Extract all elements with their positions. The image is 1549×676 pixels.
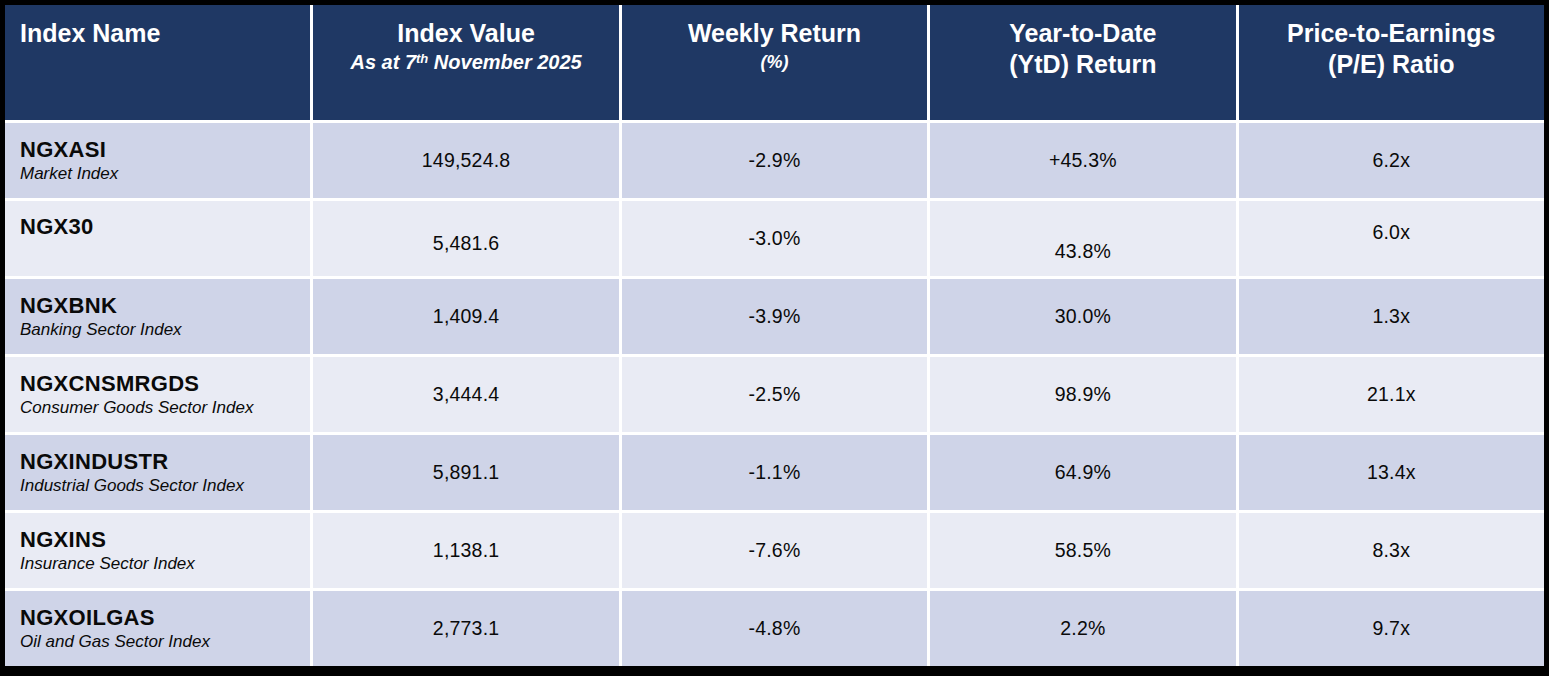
header-index-value-subtitle: As at 7th November 2025 [350, 49, 581, 75]
pe-ratio-cell: 13.4x [1239, 435, 1544, 510]
index-name-cell: NGXBNK Banking Sector Index [5, 279, 310, 354]
header-weekly-return-unit: (%) [760, 49, 788, 75]
header-index-value: Index Value As at 7th November 2025 [313, 5, 618, 120]
ytd-return-cell: 64.9% [930, 435, 1235, 510]
index-value-cell: 149,524.8 [313, 123, 618, 198]
weekly-return-cell: -7.6% [622, 513, 927, 588]
table-grid: Index Name Index Value As at 7th Novembe… [5, 5, 1544, 666]
index-value-cell: 2,773.1 [313, 591, 618, 666]
index-value-cell: 5,481.6 [313, 201, 618, 276]
index-ticker: NGXINDUSTR [20, 448, 168, 475]
index-description: Insurance Sector Index [20, 553, 195, 575]
header-ytd-return-line1: Year-to-Date [1009, 18, 1156, 49]
ytd-return-cell: 30.0% [930, 279, 1235, 354]
index-description: Oil and Gas Sector Index [20, 631, 210, 653]
index-description: Banking Sector Index [20, 319, 182, 341]
index-value-cell: 3,444.4 [313, 357, 618, 432]
header-index-value-title: Index Value [397, 18, 535, 49]
weekly-return-cell: -3.9% [622, 279, 927, 354]
index-name-cell: NGXASI Market Index [5, 123, 310, 198]
index-name-cell: NGXOILGAS Oil and Gas Sector Index [5, 591, 310, 666]
ytd-return-cell: 58.5% [930, 513, 1235, 588]
index-value-cell: 5,891.1 [313, 435, 618, 510]
index-name-cell: NGXINDUSTR Industrial Goods Sector Index [5, 435, 310, 510]
header-pe-ratio-line1: Price-to-Earnings [1287, 18, 1495, 49]
pe-ratio-cell: 6.2x [1239, 123, 1544, 198]
pe-ratio-cell: 8.3x [1239, 513, 1544, 588]
date-superscript: th [416, 51, 428, 66]
ytd-return-cell: 98.9% [930, 357, 1235, 432]
index-name-cell: NGX30 [5, 201, 310, 276]
ytd-return-cell: +45.3% [930, 123, 1235, 198]
index-ticker: NGXOILGAS [20, 604, 155, 631]
index-ticker: NGXINS [20, 526, 106, 553]
header-ytd-return: Year-to-Date (YtD) Return [930, 5, 1235, 120]
index-description: Industrial Goods Sector Index [20, 475, 244, 497]
index-value-cell: 1,409.4 [313, 279, 618, 354]
index-value-cell: 1,138.1 [313, 513, 618, 588]
index-ticker: NGXCNSMRGDS [20, 370, 199, 397]
weekly-return-cell: -2.5% [622, 357, 927, 432]
header-ytd-return-line2: (YtD) Return [1009, 49, 1156, 80]
index-summary-table: Index Name Index Value As at 7th Novembe… [0, 0, 1549, 676]
index-name-cell: NGXCNSMRGDS Consumer Goods Sector Index [5, 357, 310, 432]
pe-ratio-cell: 6.0x [1239, 201, 1544, 276]
header-index-name: Index Name [5, 5, 310, 120]
header-weekly-return: Weekly Return (%) [622, 5, 927, 120]
weekly-return-cell: -3.0% [622, 201, 927, 276]
weekly-return-cell: -1.1% [622, 435, 927, 510]
index-ticker: NGXASI [20, 136, 106, 163]
weekly-return-cell: -2.9% [622, 123, 927, 198]
pe-ratio-cell: 21.1x [1239, 357, 1544, 432]
ytd-return-cell: 43.8% [930, 201, 1235, 276]
header-pe-ratio: Price-to-Earnings (P/E) Ratio [1239, 5, 1544, 120]
pe-ratio-cell: 9.7x [1239, 591, 1544, 666]
ytd-return-cell: 2.2% [930, 591, 1235, 666]
index-ticker: NGXBNK [20, 292, 117, 319]
index-name-cell: NGXINS Insurance Sector Index [5, 513, 310, 588]
index-description: Market Index [20, 163, 118, 185]
header-pe-ratio-line2: (P/E) Ratio [1328, 49, 1454, 80]
header-weekly-return-title: Weekly Return [688, 18, 861, 49]
index-description: Consumer Goods Sector Index [20, 397, 253, 419]
weekly-return-cell: -4.8% [622, 591, 927, 666]
pe-ratio-cell: 1.3x [1239, 279, 1544, 354]
index-ticker: NGX30 [20, 213, 94, 240]
header-index-name-title: Index Name [20, 18, 160, 49]
